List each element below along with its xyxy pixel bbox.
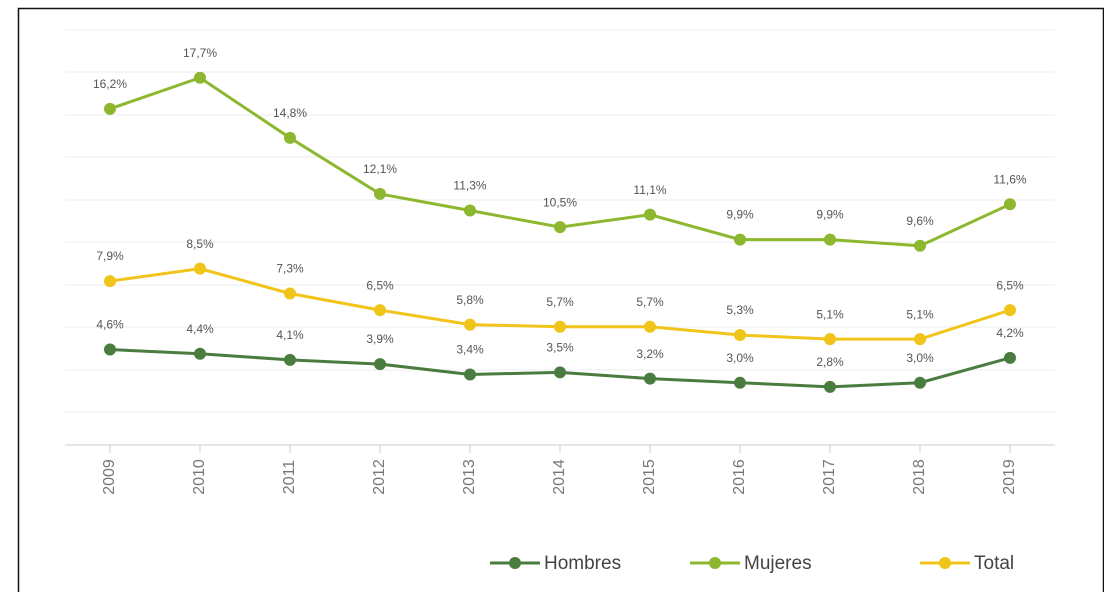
x-tick-label: 2019 [1001,459,1018,495]
x-tick-label: 2018 [911,459,928,495]
data-point [824,333,836,346]
data-point [914,376,926,389]
data-point [194,262,206,275]
legend-label: Mujeres [744,553,812,574]
legend-dot [509,557,521,569]
data-point [554,320,566,333]
data-label: 3,4% [456,343,484,357]
data-label: 11,1% [633,183,666,197]
data-label: 5,8% [456,293,484,307]
legend-label: Total [974,553,1014,574]
data-point [194,71,206,84]
legend-dot [939,557,951,569]
data-label: 6,5% [996,278,1024,292]
data-point [734,329,746,342]
data-label: 10,5% [543,195,577,209]
data-point [104,343,116,356]
data-label: 5,1% [816,307,844,321]
data-point [1004,198,1016,211]
x-tick-label: 2012 [371,459,388,495]
data-label: 3,9% [366,332,394,346]
data-point [554,221,566,234]
x-tick-label: 2016 [731,459,748,495]
data-point [284,131,296,144]
x-tick-label: 2017 [821,459,838,495]
data-label: 14,8% [273,106,307,120]
data-point [194,347,206,360]
data-label: 17,7% [183,46,217,60]
data-label: 3,0% [726,351,754,365]
x-tick-label: 2010 [191,459,208,495]
x-tick-label: 2009 [101,459,118,495]
data-label: 7,9% [96,249,124,263]
data-label: 4,2% [996,326,1024,340]
data-label: 3,5% [546,341,574,355]
data-label: 4,6% [96,318,124,332]
data-label: 7,3% [276,262,304,276]
data-point [464,204,476,217]
data-label: 4,4% [186,322,214,336]
data-label: 5,7% [636,295,664,309]
x-tick-label: 2013 [461,459,478,495]
data-label: 11,3% [453,179,486,193]
data-point [644,372,656,385]
data-point [104,102,116,115]
data-point [374,304,386,317]
data-point [914,239,926,252]
data-point [374,187,386,200]
data-label: 9,9% [816,208,844,222]
data-label: 5,7% [546,295,574,309]
data-label: 9,9% [726,208,754,222]
data-point [284,353,296,366]
data-label: 3,2% [636,347,664,361]
data-point [104,275,116,288]
data-point [734,233,746,246]
data-point [554,366,566,379]
data-label: 12,1% [363,162,397,176]
data-point [644,320,656,333]
data-point [1004,351,1016,364]
data-label: 9,6% [906,214,934,228]
series-line [109,76,1011,248]
data-label: 3,0% [906,351,934,365]
legend-dot [709,557,721,569]
x-tick-label: 2015 [641,459,658,495]
data-point [824,233,836,246]
x-tick-label: 2011 [281,460,298,495]
data-point [374,358,386,371]
data-label: 5,1% [906,307,934,321]
data-point [734,376,746,389]
data-label: 16,2% [93,77,127,91]
data-point [464,318,476,331]
x-tick-label: 2014 [551,459,568,495]
data-label: 2,8% [816,355,844,369]
data-point [644,208,656,221]
data-point [284,287,296,300]
data-point [824,380,836,393]
legend-label: Hombres [544,553,621,574]
data-point [1004,304,1016,317]
data-label: 6,5% [366,278,394,292]
data-point [914,333,926,346]
data-label: 11,6% [993,172,1026,186]
data-point [464,368,476,381]
data-label: 5,3% [726,303,754,317]
data-label: 8,5% [186,237,214,251]
data-label: 4,1% [276,328,304,342]
